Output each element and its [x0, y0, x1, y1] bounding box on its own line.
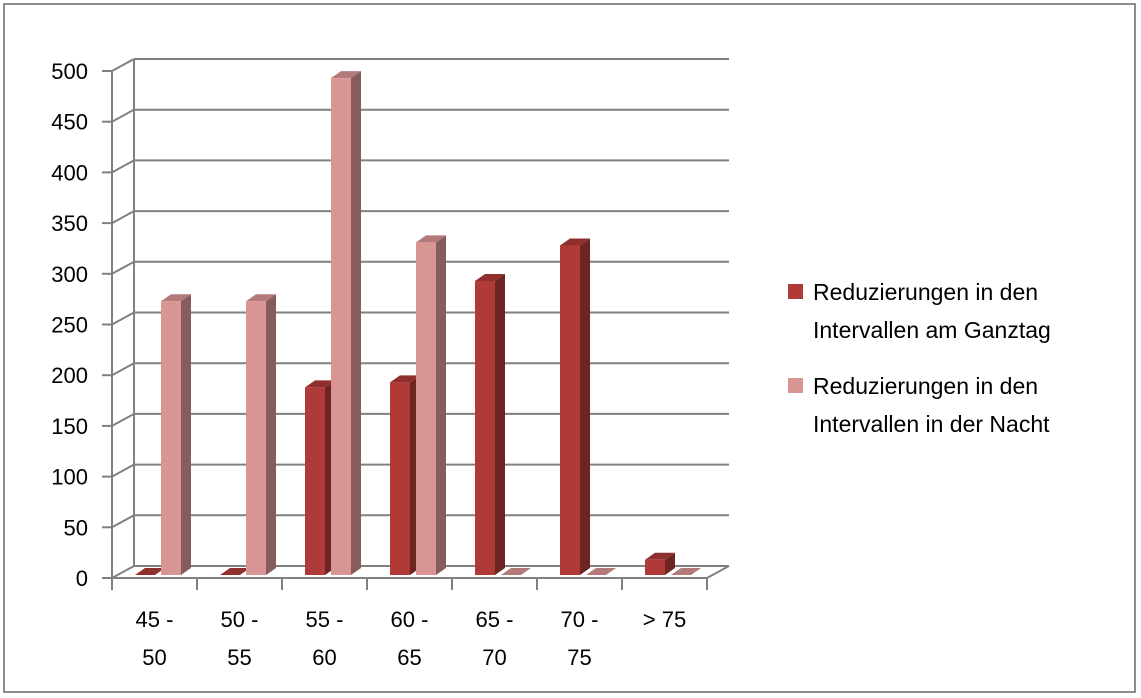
bar [671, 568, 701, 575]
y-tick-label: 400 [51, 160, 88, 185]
y-tick-label: 150 [51, 414, 88, 439]
bar-top [671, 568, 701, 575]
bar-top [390, 375, 420, 383]
x-tick-label: 55 [227, 645, 251, 670]
legend-swatch [788, 284, 803, 299]
bar [161, 294, 191, 575]
x-tick-label: 60 - [391, 607, 429, 632]
legend-swatch [788, 378, 803, 393]
y-tick-label: 250 [51, 313, 88, 338]
bar [501, 568, 531, 575]
bar [416, 235, 446, 575]
bar [390, 375, 420, 575]
bar-top [645, 552, 675, 560]
y-tick-label: 200 [51, 363, 88, 388]
y-tick-label: 100 [51, 465, 88, 490]
bar [246, 294, 276, 575]
bar [305, 380, 335, 575]
bar-side [436, 235, 446, 575]
x-tick-label: 70 [482, 645, 506, 670]
gridline-side [111, 159, 135, 174]
bar-top [220, 568, 250, 575]
bar-front [475, 280, 495, 575]
gridline-side [111, 565, 135, 579]
bar-side [580, 238, 590, 575]
x-tick-label: 55 - [306, 607, 344, 632]
gridline-side [111, 260, 135, 275]
x-tick-label: > 75 [643, 607, 686, 632]
bar-front [390, 382, 410, 575]
legend-label: Reduzierungen in den [813, 279, 1038, 305]
bar [475, 273, 505, 575]
bar [645, 552, 675, 575]
bar-side [266, 294, 276, 575]
y-tick-label: 500 [51, 59, 88, 84]
bar-side [181, 294, 191, 575]
bar-front [305, 387, 325, 575]
bar-front [560, 245, 580, 575]
bar [560, 238, 590, 575]
x-tick-label: 65 - [476, 607, 514, 632]
axes [102, 59, 730, 590]
legend: Reduzierungen in den Intervallen am Ganzt… [788, 279, 1051, 437]
bar-top [475, 273, 505, 281]
bar-front [416, 242, 436, 575]
x-tick-label: 45 - [136, 607, 174, 632]
x-tick-labels: 45 - 50 50 - 55 55 - 60 60 - 65 65 - 70 70 - 75 > 75 [136, 607, 687, 670]
legend-label: Intervallen am Ganztag [813, 317, 1051, 343]
bar-top [135, 568, 165, 575]
bar [220, 568, 250, 575]
gridline-side [111, 210, 135, 224]
bar-side [665, 552, 675, 575]
bar-top [161, 294, 191, 302]
bar [586, 568, 616, 575]
bar-front [331, 78, 351, 575]
bar-top [305, 380, 335, 388]
bar-side [495, 273, 505, 575]
gridline-side [111, 413, 135, 427]
bar-front [246, 301, 266, 575]
gridline-side [111, 311, 135, 326]
bar-top [586, 568, 616, 575]
bar-top [331, 71, 361, 79]
bar-top [416, 235, 446, 243]
gridline-side [111, 58, 135, 72]
x-tick-label: 75 [567, 645, 591, 670]
legend-label: Intervallen in der Nacht [813, 411, 1050, 437]
x-tick-label: 65 [397, 645, 421, 670]
y-tick-label: 0 [76, 566, 88, 591]
bars [135, 71, 701, 575]
bar-side [351, 71, 361, 575]
gridline-side [111, 108, 135, 123]
y-tick-label: 50 [64, 515, 88, 540]
x-tick-label: 50 [142, 645, 166, 670]
gridline-side [111, 362, 135, 377]
y-tick-label: 350 [51, 211, 88, 236]
x-tick-label: 60 [312, 645, 336, 670]
y-tick-labels: 0 50 100 150 200 250 300 350 400 450 500 [51, 59, 88, 591]
x-tick-label: 50 - [221, 607, 259, 632]
bar-front [645, 559, 665, 575]
x-tick-label: 70 - [561, 607, 599, 632]
floor-edge [706, 565, 730, 579]
gridline-side [111, 463, 135, 478]
bar-top [501, 568, 531, 575]
bar [331, 71, 361, 575]
legend-label: Reduzierungen in den [813, 373, 1038, 399]
bar [135, 568, 165, 575]
bar-front [161, 301, 181, 575]
gridline-side [111, 514, 135, 529]
bar-top [246, 294, 276, 302]
bar-top [560, 238, 590, 246]
y-tick-label: 300 [51, 262, 88, 287]
y-tick-label: 450 [51, 110, 88, 135]
